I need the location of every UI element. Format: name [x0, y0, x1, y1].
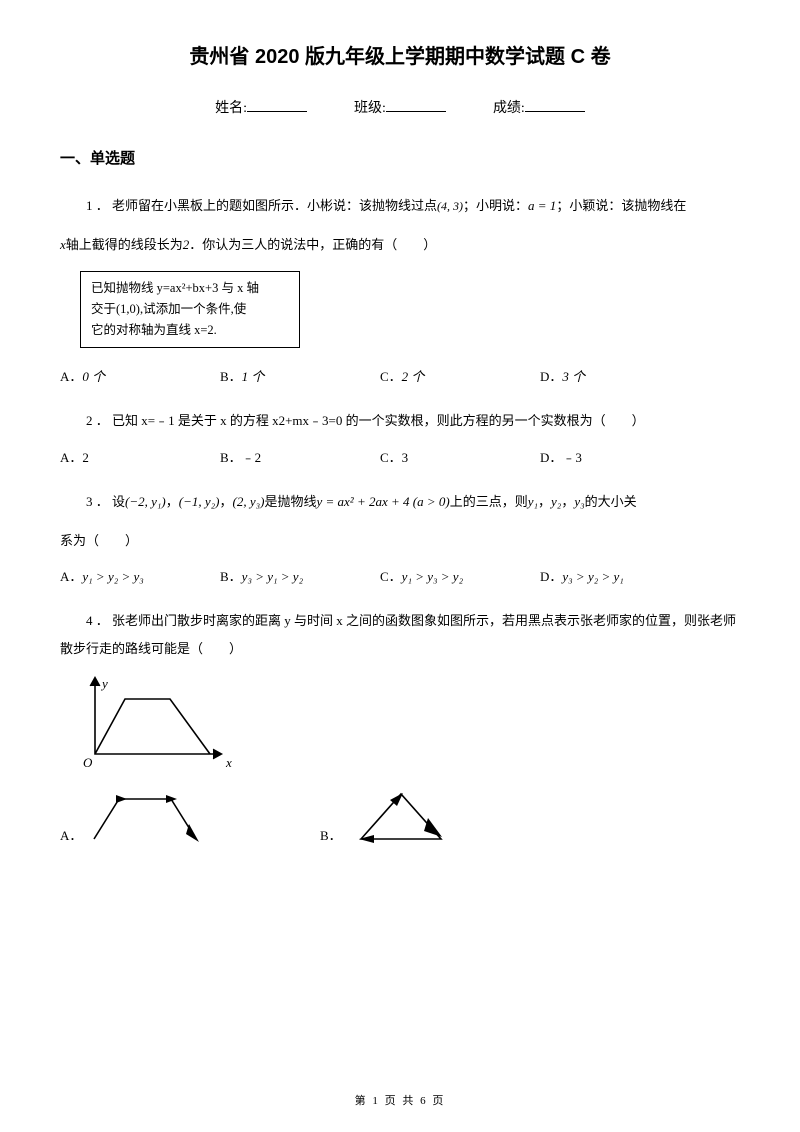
q3-mid: 是抛物线 — [264, 494, 316, 509]
optA-path — [94, 799, 196, 839]
q2-opt-d: D．﹣3 — [540, 447, 700, 466]
q3-p2: (−1, y₂) — [179, 494, 220, 509]
q3-opt-b: B．y₃ > y₁ > y₂ — [220, 566, 380, 585]
class-label: 班级: — [354, 101, 386, 116]
question-1-line2: x轴上截得的线段长为2．你认为三人的说法中，正确的有（ ） — [60, 231, 740, 258]
optA-arrow2 — [166, 795, 177, 803]
box-line2: 交于(1,0),试添加一个条件,使 — [91, 299, 289, 320]
q2-opt-a: A．2 — [60, 447, 220, 466]
q4-opt-b-svg — [346, 784, 456, 844]
q1-info-box: 已知抛物线 y=ax²+bx+3 与 x 轴 交于(1,0),试添加一个条件,使… — [80, 271, 300, 349]
q1-eq: a = 1 — [528, 198, 556, 213]
q2-options: A．2 B．﹣2 C．3 D．﹣3 — [60, 447, 740, 466]
q4-opt-a: A． — [60, 784, 320, 844]
origin-label: O — [83, 755, 93, 770]
q3-tail-a: 上的三点，则 — [450, 494, 528, 509]
q4-options: A． B． — [60, 784, 740, 844]
question-2: 2 ． 已知 x=﹣1 是关于 x 的方程 x2+mx﹣3=0 的一个实数根，则… — [60, 407, 740, 434]
q1-options: A．0 个 B．1 个 C．2 个 D．3 个 — [60, 366, 740, 385]
graph-svg: y O x — [80, 674, 240, 774]
q1-point: (4, 3) — [437, 199, 463, 213]
q4-b-label: B． — [320, 825, 342, 844]
q1-opt-d: D．3 个 — [540, 366, 700, 385]
q1-opt-c: C．2 个 — [380, 366, 540, 385]
optA-arrow1 — [116, 795, 127, 803]
question-4: 4 ． 张老师出门散步时离家的距离 y 与时间 x 之间的函数图象如图所示，若用… — [60, 607, 740, 662]
question-1: 1 ． 老师留在小黑板上的题如图所示．小彬说：该抛物线过点(4, 3)；小明说：… — [60, 192, 740, 219]
q3-eq: y = ax² + 2ax + 4 (a > 0) — [316, 494, 449, 509]
q4-opt-b: B． — [320, 784, 580, 844]
meta-row: 姓名: 班级: 成绩: — [60, 97, 740, 117]
q1-opt-b: B．1 个 — [220, 366, 380, 385]
q4-graph: y O x — [80, 674, 740, 774]
q3-lead: 3 ． 设 — [86, 494, 125, 509]
section-heading: 一、单选题 — [60, 147, 740, 168]
box-line1: 已知抛物线 y=ax²+bx+3 与 x 轴 — [91, 278, 289, 299]
question-3: 3 ． 设(−2, y₁)，(−1, y₂)，(2, y₃)是抛物线y = ax… — [60, 488, 740, 515]
optB-arrow2 — [424, 818, 442, 837]
arrow-y — [90, 677, 100, 686]
curve — [95, 699, 210, 754]
box-line3: 它的对称轴为直线 x=2. — [91, 320, 289, 341]
q3-opt-c: C．y₁ > y₃ > y₂ — [380, 566, 540, 585]
score-blank — [525, 98, 585, 112]
arrow-x — [213, 749, 222, 759]
q2-opt-b: B．﹣2 — [220, 447, 380, 466]
name-label: 姓名: — [215, 101, 247, 116]
optB-arrow3 — [359, 835, 374, 843]
q1-text-b: ；小明说： — [463, 198, 528, 213]
class-blank — [386, 98, 446, 112]
q2-opt-c: C．3 — [380, 447, 540, 466]
y-axis-label: y — [100, 676, 108, 691]
q4-opt-a-svg — [86, 784, 206, 844]
q1-text-c: ；小颖说：该抛物线在 — [556, 198, 686, 213]
q3-opt-d: D．y₃ > y₂ > y₁ — [540, 566, 700, 585]
q1-text-d: 轴上截得的线段长为 — [66, 237, 183, 252]
q1-text-a: 1 ． 老师留在小黑板上的题如图所示．小彬说：该抛物线过点 — [86, 198, 437, 213]
page-title: 贵州省 2020 版九年级上学期期中数学试题 C 卷 — [60, 40, 740, 69]
q1-opt-a: A．0 个 — [60, 366, 220, 385]
q3-p3: (2, y₃) — [233, 494, 265, 509]
q3-p1: (−2, y₁) — [125, 494, 166, 509]
score-label: 成绩: — [493, 101, 525, 116]
q3-opt-a: A．y₁ > y₂ > y₃ — [60, 566, 220, 585]
question-3-line2: 系为（ ） — [60, 527, 740, 554]
q3-tail-b: 的大小关 — [585, 494, 637, 509]
page-footer: 第 1 页 共 6 页 — [60, 1092, 740, 1108]
q3-options: A．y₁ > y₂ > y₃ B．y₃ > y₁ > y₂ C．y₁ > y₃ … — [60, 566, 740, 585]
name-blank — [247, 98, 307, 112]
x-axis-label: x — [225, 755, 232, 770]
q1-text-e: ．你认为三人的说法中，正确的有（ ） — [189, 237, 436, 252]
q4-a-label: A． — [60, 825, 82, 844]
